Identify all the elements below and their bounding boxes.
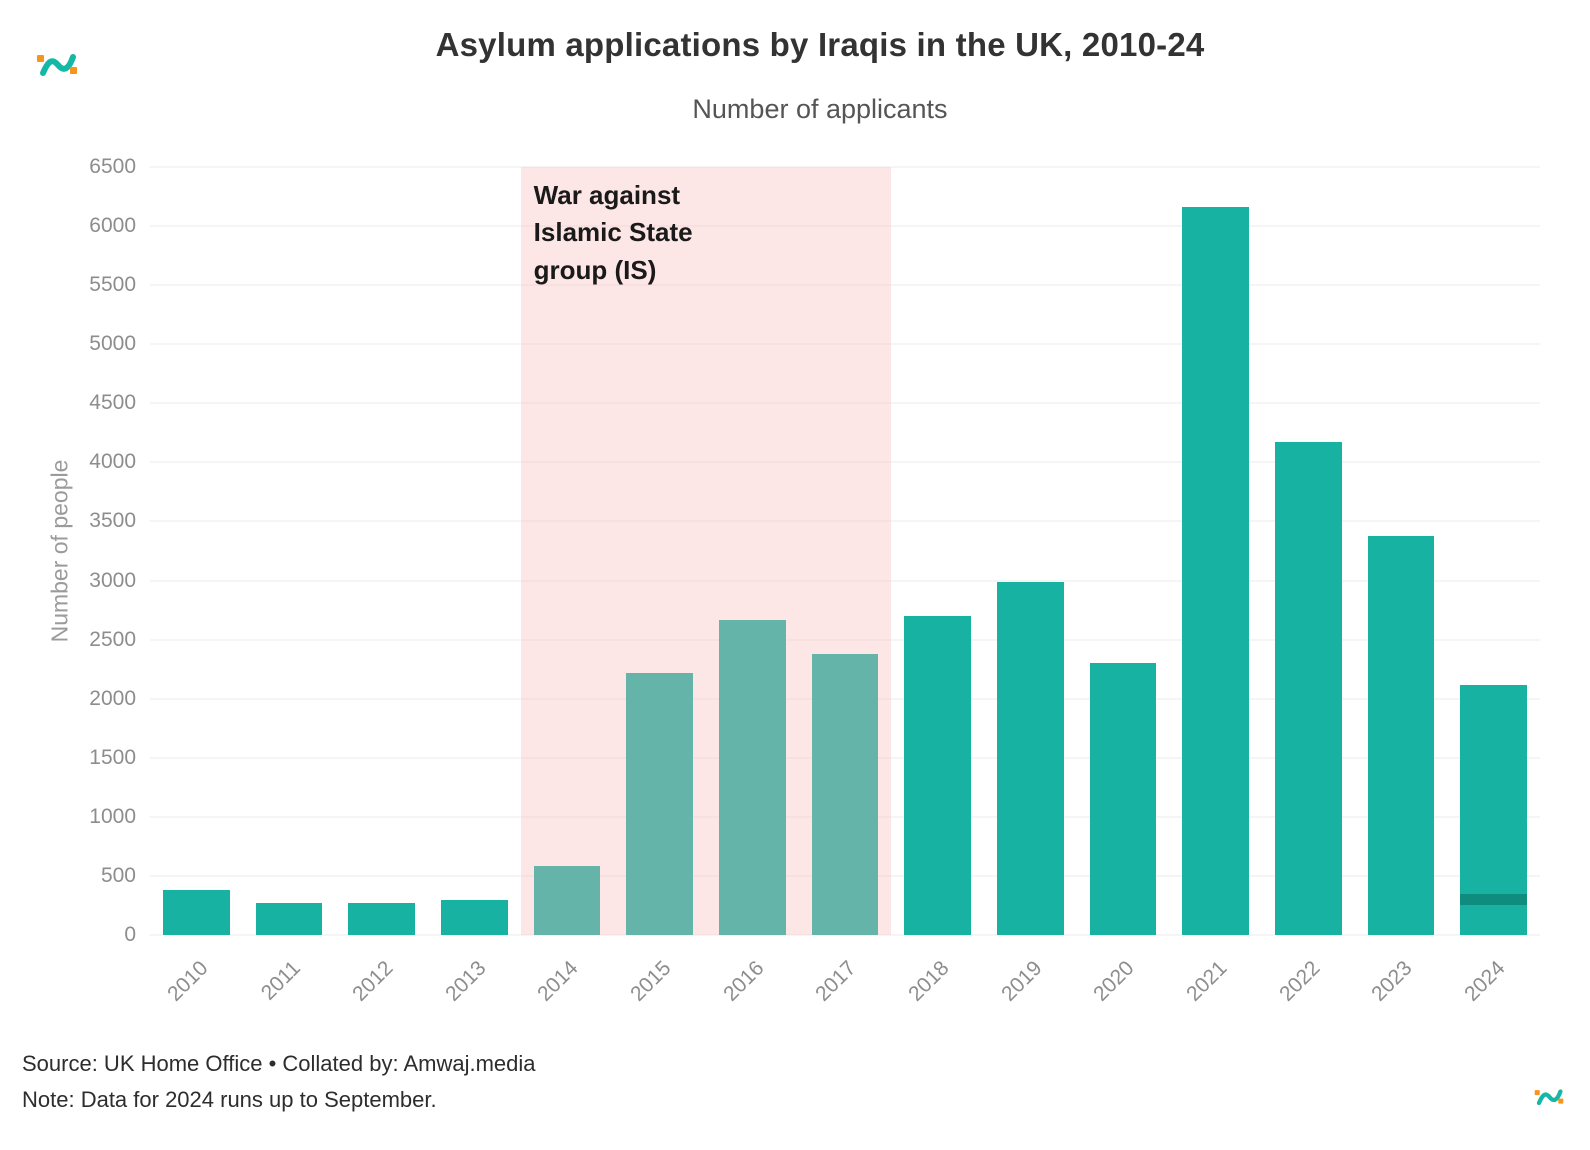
bar-2020 — [1089, 663, 1157, 935]
y-tick-label: 1000 — [89, 804, 136, 828]
bar-2011 — [255, 903, 323, 935]
bar-slot-2023 — [1355, 167, 1448, 935]
note-line: Note: Data for 2024 runs up to September… — [22, 1087, 437, 1113]
bar-2023 — [1367, 536, 1435, 935]
bar-slot-2012 — [335, 167, 428, 935]
gridline — [150, 166, 1540, 168]
bar-slot-2022 — [1262, 167, 1355, 935]
y-tick-label: 500 — [100, 863, 136, 887]
amwaj-logo-graphic — [37, 54, 77, 76]
bar-2024 — [1460, 685, 1528, 935]
x-tick-label: 2015 — [626, 956, 676, 1006]
source-line: Source: UK Home Office • Collated by: Am… — [22, 1051, 536, 1076]
y-tick-label: 0 — [124, 923, 136, 946]
y-tick-label: 3000 — [89, 568, 136, 592]
x-tick-label: 2023 — [1367, 956, 1417, 1006]
y-tick-label: 2000 — [89, 686, 136, 710]
gridline — [150, 461, 1540, 463]
gridline — [150, 402, 1540, 404]
chart-subtitle: Number of applicants — [692, 94, 948, 124]
gridline — [150, 520, 1540, 522]
gridline — [150, 934, 1540, 936]
x-tick-label: 2012 — [348, 956, 398, 1006]
war-highlight-band: War against Islamic State group (IS) — [520, 167, 892, 935]
bar-2014 — [533, 865, 601, 935]
bar-slot-2011 — [243, 167, 336, 935]
bar-2010 — [162, 890, 230, 935]
bar-slot-2014 — [521, 167, 614, 935]
bar-slot-2019 — [984, 167, 1077, 935]
bar-slot-2017 — [799, 167, 892, 935]
x-axis: 2010 2011 2012 2013 2014 2015 2016 2017 2018 2019… — [150, 935, 1540, 1035]
bar-slot-2018 — [891, 167, 984, 935]
y-axis: 0 500 1000 1500 2000 2500 3000 3500 4000 4500 5000… — [0, 155, 142, 946]
x-tick-label: 2024 — [1460, 956, 1510, 1006]
bar-2016 — [719, 620, 786, 935]
bar-2015 — [626, 672, 694, 935]
bar-2022 — [1275, 441, 1342, 935]
x-tick-label: 2017 — [811, 956, 861, 1006]
bar-slot-2024 — [1447, 167, 1540, 935]
bar-slot-2015 — [613, 167, 706, 935]
gridline — [150, 343, 1540, 345]
y-tick-label: 4500 — [89, 391, 136, 415]
x-tick-label: 2021 — [1182, 956, 1232, 1006]
amwaj-logo-small-graphic — [1534, 1089, 1564, 1106]
plot-area: War against Islamic State group (IS) — [150, 166, 1540, 936]
x-tick-label: 2022 — [1274, 956, 1325, 1006]
gridline — [150, 284, 1540, 286]
x-tick-label: 2019 — [996, 956, 1047, 1006]
amwaj-logo-small — [1534, 1085, 1564, 1108]
x-tick-label: 2010 — [162, 956, 213, 1006]
bars-container — [150, 167, 1540, 935]
x-tick-label: 2016 — [718, 956, 769, 1006]
bar-2012 — [348, 903, 416, 935]
war-annotation: War against Islamic State group (IS) — [533, 180, 693, 285]
x-tick-label: 2011 — [256, 956, 305, 1005]
amwaj-logo — [36, 48, 78, 80]
y-tick-label: 3500 — [89, 509, 136, 533]
y-tick-label: 5500 — [89, 273, 136, 297]
bar-slot-2020 — [1077, 167, 1170, 935]
bar-slot-2013 — [428, 167, 521, 935]
y-tick-label: 5000 — [89, 332, 136, 356]
chart-title: Asylum applications by Iraqis in the UK,… — [435, 26, 1205, 63]
gridline — [150, 225, 1540, 227]
x-tick-label: 2014 — [533, 956, 583, 1006]
bar-2013 — [440, 899, 508, 935]
bar-2021 — [1182, 206, 1250, 935]
y-tick-label: 6000 — [89, 214, 136, 238]
bar-2019 — [997, 582, 1064, 935]
chart-footer: Source: UK Home Office • Collated by: Am… — [22, 1046, 536, 1118]
y-tick-label: 2500 — [89, 627, 136, 651]
bar-slot-2016 — [706, 167, 799, 935]
x-tick-label: 2018 — [904, 956, 954, 1006]
bar-slot-2010 — [150, 167, 243, 935]
partial-year-marker — [1460, 893, 1528, 905]
y-tick-label: 6500 — [89, 155, 136, 178]
bar-2018 — [904, 616, 972, 935]
y-tick-label: 1500 — [89, 745, 136, 769]
gridline — [150, 580, 1540, 582]
y-tick-label: 4000 — [89, 450, 136, 474]
bar-2017 — [811, 653, 879, 935]
bar-slot-2021 — [1169, 167, 1262, 935]
y-axis-title: Number of people — [46, 459, 73, 643]
x-tick-label: 2013 — [440, 956, 491, 1006]
gridline — [150, 639, 1540, 641]
x-tick-label: 2020 — [1089, 956, 1139, 1006]
